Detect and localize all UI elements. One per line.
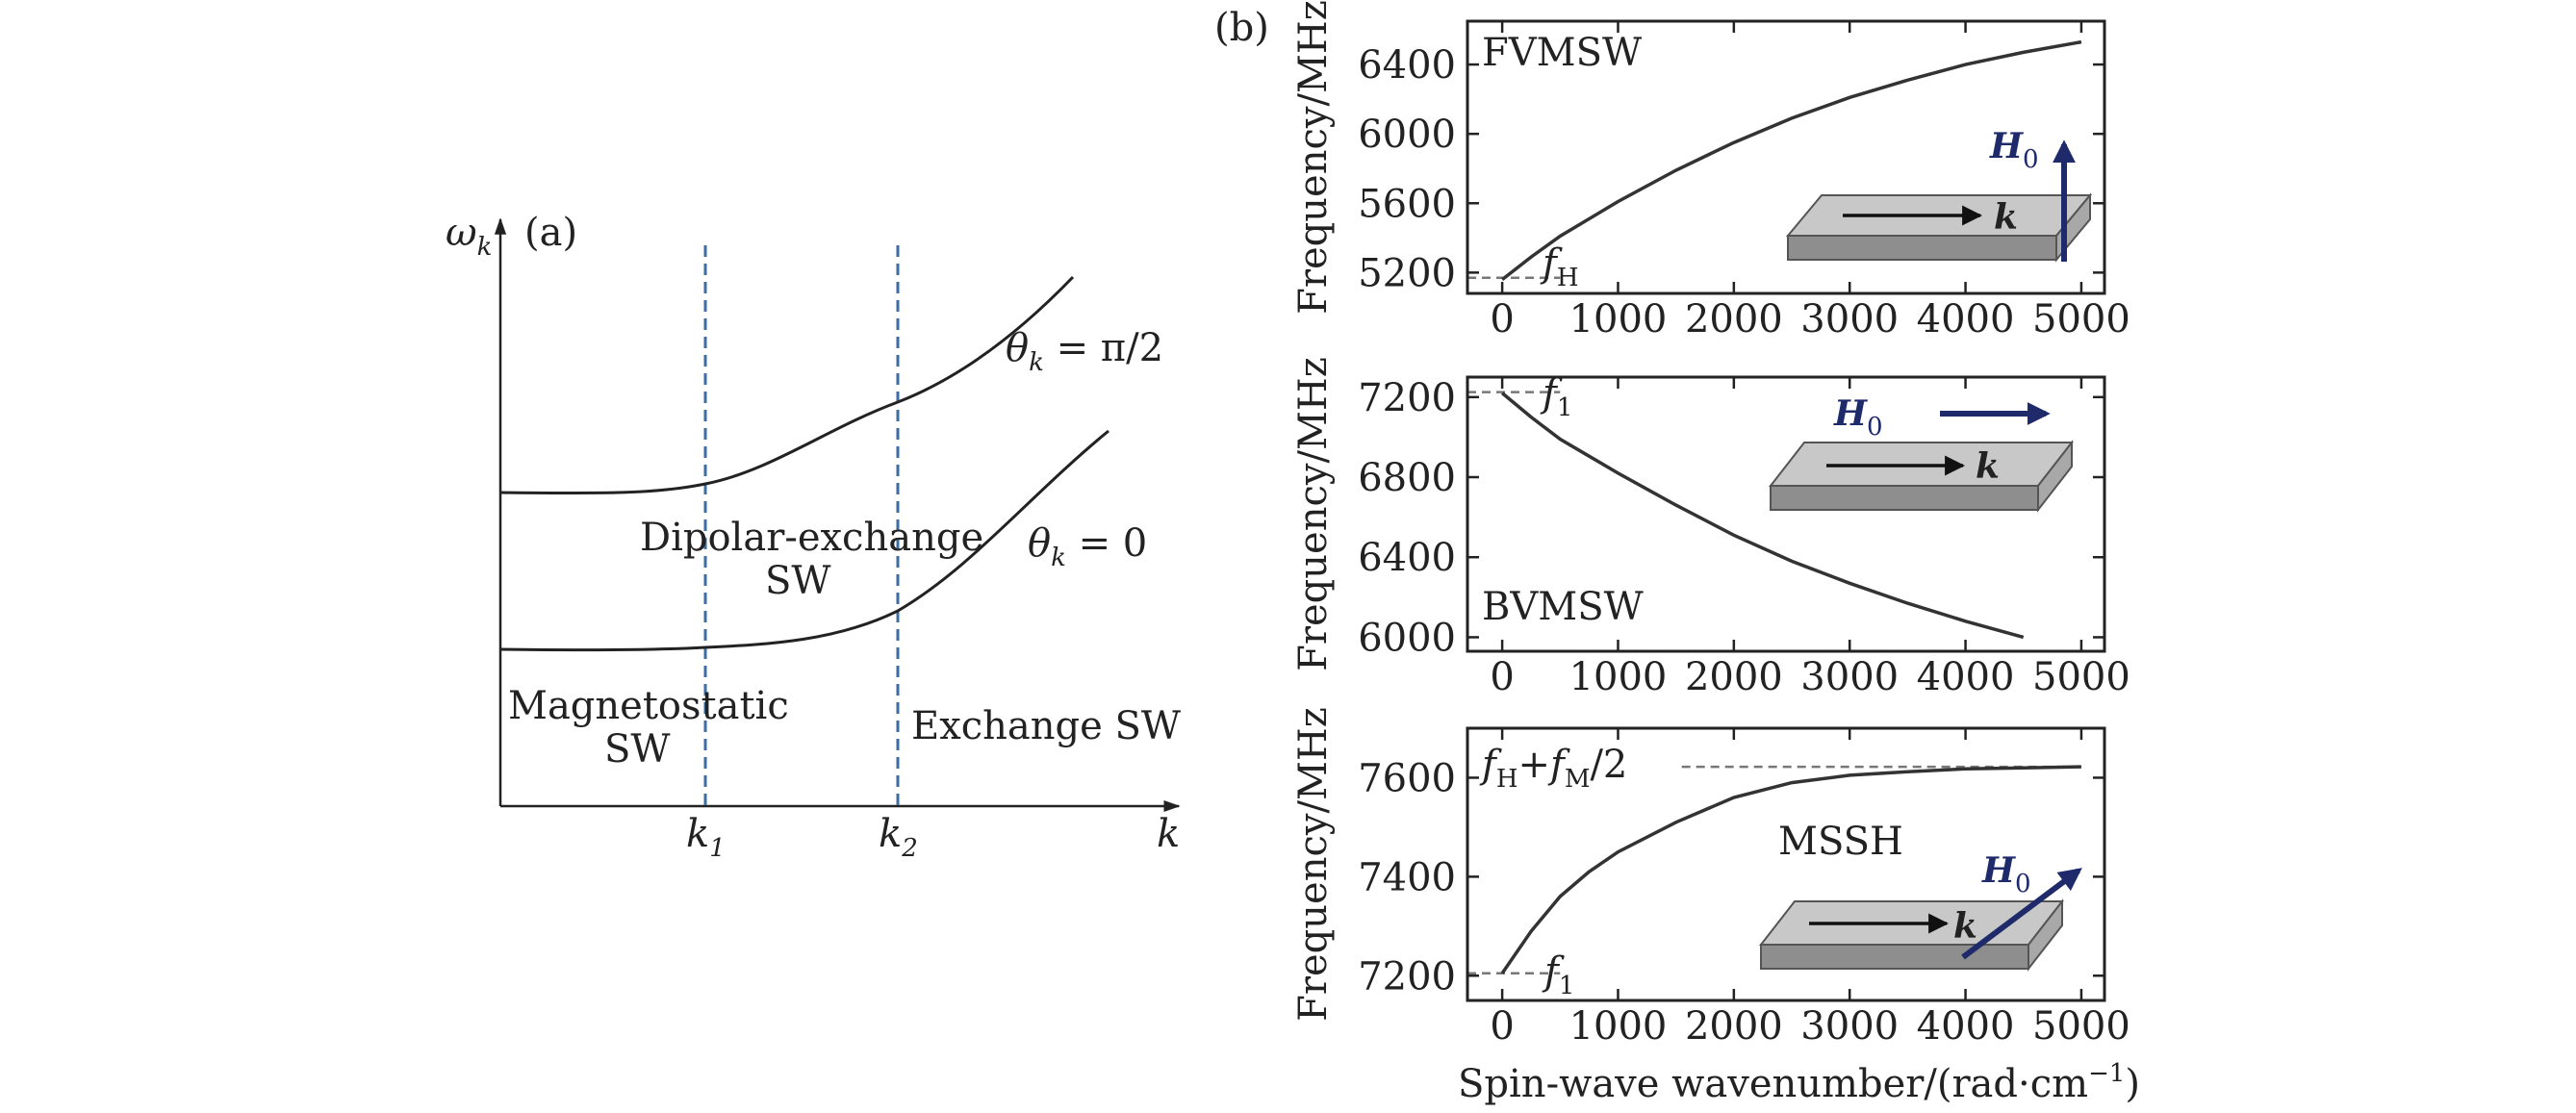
fvmsw-label: FVMSW	[1482, 31, 1642, 75]
x-tick-label: 3000	[1800, 655, 1899, 699]
x-tick-label: 4000	[1917, 1004, 2015, 1049]
fvmsw-x-ticks: 0 1000 2000 3000 4000 5000	[1490, 21, 2130, 341]
bvmsw-x-ticks: 0 1000 2000 3000 4000 5000	[1490, 377, 2130, 699]
x-tick-label: 5000	[2032, 1004, 2130, 1049]
mssh-ylabel: Frequency/MHz	[1291, 707, 1336, 1022]
y-tick-label: 5600	[1358, 182, 1456, 226]
y-tick-label: 6000	[1358, 113, 1456, 157]
h0-label: H0	[1989, 126, 2039, 174]
y-tick-label: 6800	[1358, 456, 1456, 500]
x-tick-label: 0	[1490, 1004, 1514, 1049]
omega-axis-label: ωk	[446, 211, 492, 262]
bvmsw-subplot: 6000 6400 6800 7200 0 1000 2000 3000 4000 5000 F…	[1291, 357, 2130, 699]
bvmsw-y-ticks: 6000 6400 6800 7200	[1358, 376, 2104, 660]
y-tick-label: 5200	[1358, 251, 1456, 295]
y-tick-label: 6000	[1358, 616, 1456, 660]
bvmsw-ylabel: Frequency/MHz	[1291, 357, 1336, 671]
mssh-plot-frame	[1466, 726, 2106, 1002]
asymptote-label: fH+fM/2	[1479, 743, 1627, 794]
exchange-sw-label: Exchange SW	[911, 704, 1181, 748]
k-label: k	[1994, 197, 2018, 238]
magnetostatic-label: Magnetostatic	[508, 684, 789, 728]
dipolar-sw-label: SW	[765, 559, 831, 603]
h0-label: H0	[1981, 850, 2031, 898]
bvmsw-slab-inset: k H0	[1768, 393, 2075, 513]
y-tick-label: 6400	[1358, 43, 1456, 88]
y-tick-label: 7200	[1358, 954, 1456, 999]
x-tick-label: 3000	[1800, 1004, 1899, 1049]
theta-pi-2-label: θk = π/2	[1006, 326, 1163, 377]
fvmsw-ylabel: Frequency/MHz	[1291, 0, 1336, 315]
fh-label: fH	[1540, 241, 1579, 292]
fvmsw-y-ticks: 5200 5600 6000 6400	[1358, 43, 2104, 295]
bvmsw-label: BVMSW	[1482, 585, 1644, 629]
panel-a-schematic: (a) ωk k k1 k2 θk = π/2 θk = 0 Dipolar-e…	[446, 211, 1181, 863]
f1-label-mssh: f1	[1542, 949, 1574, 1000]
x-tick-label: 2000	[1685, 655, 1783, 699]
fvmsw-subplot: 5200 5600 6000 6400 0 1000 2000 3000 4000 5000 F…	[1291, 0, 2130, 341]
x-tick-label: 5000	[2032, 655, 2130, 699]
x-tick-label: 0	[1490, 655, 1514, 699]
k-label: k	[1953, 906, 1977, 947]
x-tick-label: 2000	[1685, 1004, 1783, 1049]
bvmsw-plot-frame	[1466, 375, 2106, 653]
panel-b-label: (b)	[1214, 6, 1269, 50]
mssh-curve	[1500, 765, 2081, 974]
x-tick-label: 4000	[1917, 655, 2015, 699]
y-tick-label: 7600	[1358, 756, 1456, 800]
y-tick-label: 6400	[1358, 536, 1456, 580]
shared-x-axis-title: Spin-wave wavenumber/(rad·cm−1)	[1458, 1059, 2140, 1106]
bvmsw-curve	[1500, 392, 2025, 640]
x-tick-label: 1000	[1569, 1004, 1668, 1049]
x-tick-label: 1000	[1569, 655, 1668, 699]
x-tick-label: 2000	[1685, 297, 1783, 341]
fvmsw-curve	[1501, 39, 2082, 281]
mssh-label: MSSH	[1778, 820, 1903, 864]
k2-tick-label: k2	[879, 812, 918, 863]
x-tick-label: 1000	[1569, 297, 1668, 341]
mssh-x-ticks: 0 1000 2000 3000 4000 5000	[1490, 728, 2130, 1049]
f1-label-bvmsw: f1	[1540, 371, 1572, 422]
fvmsw-plot-frame	[1466, 19, 2106, 295]
magnetostatic-sw-label: SW	[604, 727, 671, 772]
h0-field-arrow	[1961, 868, 2082, 960]
panel-a-label: (a)	[524, 211, 577, 255]
mssh-y-ticks: 7200 7400 7600	[1358, 756, 2104, 999]
curve-theta-pi-2	[499, 275, 1075, 495]
curve-theta-0	[499, 429, 1109, 652]
x-tick-label: 5000	[2032, 297, 2130, 341]
y-tick-label: 7200	[1358, 376, 1456, 420]
k-label: k	[1976, 446, 2000, 487]
mssh-subplot: 7200 7400 7600 0 1000 2000 3000 4000 5000 Frequ…	[1291, 707, 2130, 1049]
k-axis-label: k	[1157, 812, 1180, 856]
mssh-slab-inset: k H0	[1758, 850, 2082, 972]
x-tick-label: 3000	[1800, 297, 1899, 341]
dipolar-exchange-label: Dipolar-exchange	[640, 516, 983, 560]
theta-0-label: θk = 0	[1028, 521, 1147, 572]
x-tick-label: 0	[1490, 297, 1514, 341]
k1-tick-label: k1	[686, 812, 726, 863]
y-tick-label: 7400	[1358, 855, 1456, 899]
fvmsw-slab-inset: k H0	[1785, 126, 2093, 263]
h0-label: H0	[1833, 393, 1883, 442]
x-tick-label: 4000	[1917, 297, 2015, 341]
